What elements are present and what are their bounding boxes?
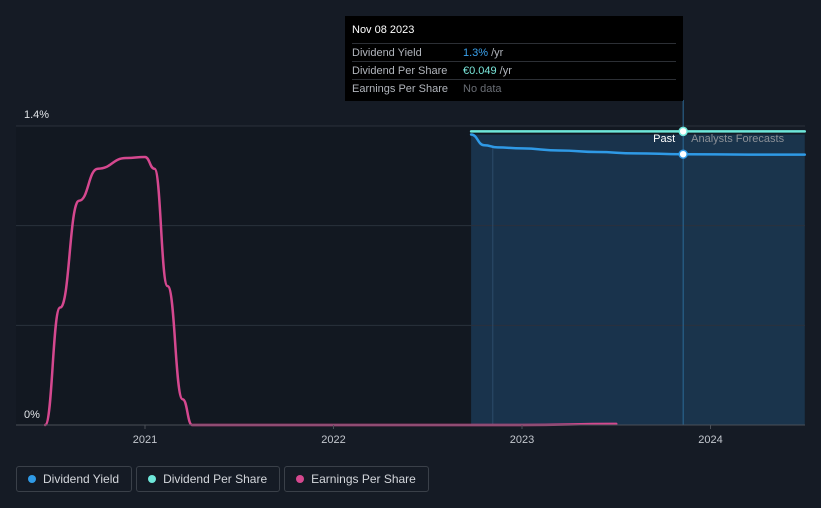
x-tick-label: 2024 bbox=[698, 434, 722, 446]
x-tick-label: 2023 bbox=[510, 434, 534, 446]
legend-item-dividend-per-share[interactable]: Dividend Per Share bbox=[136, 466, 281, 492]
tooltip-row-value: No data bbox=[463, 82, 502, 95]
tooltip-row-dividend-yield: Dividend Yield 1.3% /yr bbox=[352, 43, 676, 61]
analysts-forecasts-label: Analysts Forecasts bbox=[691, 133, 784, 145]
legend-label: Dividend Yield bbox=[43, 472, 120, 486]
tooltip-row-unit: /yr bbox=[499, 64, 512, 77]
forecast-shaded-region bbox=[471, 134, 805, 426]
series-line-dividend-yield bbox=[469, 133, 806, 156]
past-label: Past bbox=[653, 133, 675, 145]
tooltip-row-value: €0.049 bbox=[463, 64, 497, 77]
tooltip-row-dividend-per-share: Dividend Per Share €0.049 /yr bbox=[352, 61, 676, 79]
dot-icon bbox=[28, 475, 36, 483]
y-tick-label: 1.4% bbox=[24, 109, 49, 121]
dot-icon bbox=[148, 475, 157, 483]
legend-item-earnings-per-share[interactable]: Earnings Per Share bbox=[284, 466, 429, 492]
x-tick-label: 2022 bbox=[321, 434, 345, 446]
legend-item-dividend-yield[interactable]: Dividend Yield bbox=[16, 466, 133, 492]
tooltip-row-label: Earnings Per Share bbox=[352, 82, 448, 95]
axis-ticks: 2021 2022 2023 2024 1.4% 0% bbox=[24, 109, 723, 446]
marker-dividend-yield bbox=[678, 149, 688, 159]
y-tick-label: 0% bbox=[24, 409, 40, 421]
legend-label: Earnings Per Share bbox=[311, 472, 416, 486]
tooltip-date: Nov 08 2023 bbox=[352, 24, 415, 36]
marker-dividend-per-share bbox=[678, 126, 688, 137]
tooltip-row-unit: /yr bbox=[491, 46, 504, 59]
tooltip-row-earnings-per-share: Earnings Per Share No data bbox=[352, 79, 676, 97]
tooltip-row-label: Dividend Yield bbox=[352, 46, 422, 59]
chart-tooltip: Nov 08 2023 Dividend Yield 1.3% /yr Divi… bbox=[345, 16, 683, 101]
legend-label: Dividend Per Share bbox=[163, 472, 268, 486]
chart-legend: Dividend Yield Dividend Per Share Earnin… bbox=[16, 466, 429, 492]
tooltip-row-value: 1.3% bbox=[463, 46, 489, 59]
dot-icon bbox=[296, 475, 305, 483]
x-tick-label: 2021 bbox=[133, 434, 157, 446]
hover-markers bbox=[678, 126, 688, 159]
gridlines bbox=[16, 125, 805, 425]
tooltip-row-label: Dividend Per Share bbox=[352, 64, 448, 77]
